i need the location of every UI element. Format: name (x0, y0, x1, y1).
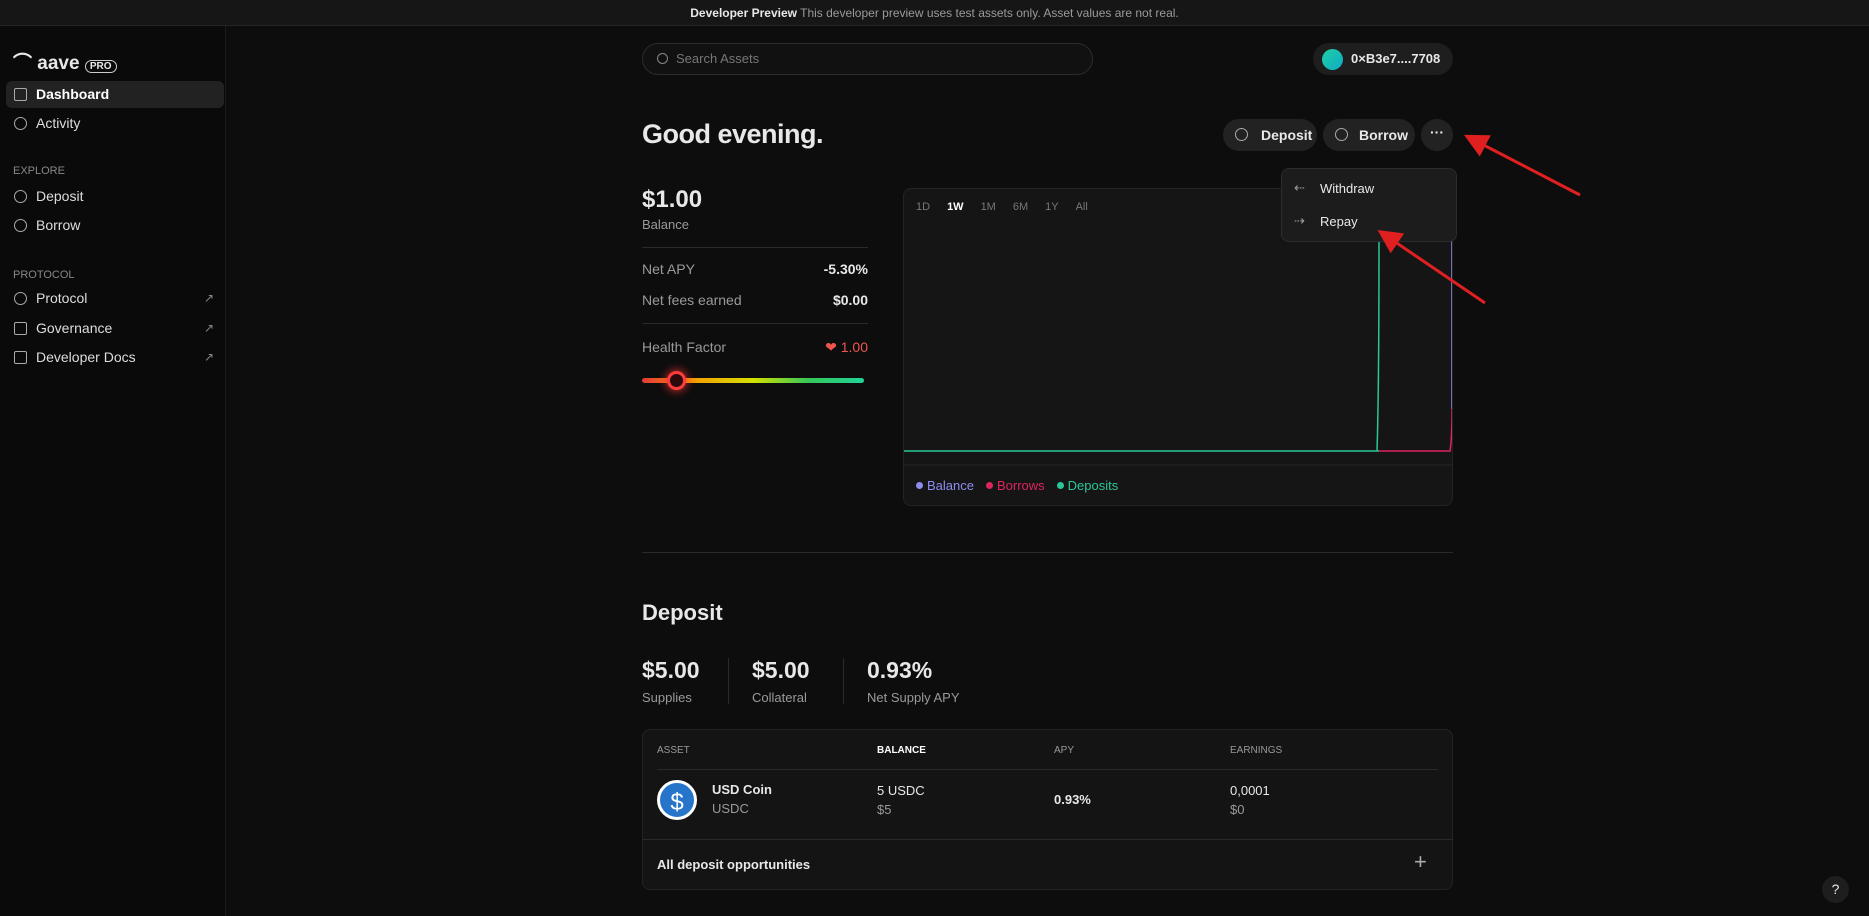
column-header[interactable]: BALANCE (877, 745, 926, 756)
sidebar: ⌒ aave PRO Dashboard Activity EXPLORE De… (0, 26, 226, 916)
cell: $0 (1230, 802, 1245, 817)
nav-item[interactable]: Dashboard (6, 81, 224, 108)
cell: 0,0001 (1230, 783, 1270, 798)
deposit-button[interactable]: Deposit (1223, 119, 1317, 151)
stat: $5.00 Collateral (752, 657, 810, 705)
nav-item[interactable]: Developer Docs ↗ (6, 344, 224, 371)
chart-legend: Balance Borrows Deposits (916, 478, 1130, 493)
dropdown-menu: Withdraw Repay ⇠ ⇢ (1281, 168, 1457, 242)
wallet-address: 0×B3e7....7708 (1351, 51, 1441, 66)
cell: 0.93% (1054, 792, 1091, 807)
timeframe[interactable]: All (1075, 201, 1088, 213)
nav-label: Activity (36, 115, 81, 131)
net-apy-row: Net APY -5.30% (642, 261, 868, 277)
asset-name: USD Coin (712, 782, 772, 797)
nav-label: Borrow (36, 217, 81, 233)
banner-title: Developer Preview (690, 6, 797, 20)
nav-item[interactable]: Activity (6, 110, 224, 137)
banner-text: This developer preview uses test assets … (800, 6, 1179, 20)
stat-value: $5.00 (642, 657, 700, 683)
stat: 0.93% Net Supply APY (867, 657, 960, 705)
legend-label: Balance (927, 478, 974, 493)
health-slider (642, 378, 864, 383)
asset-symbol: USDC (712, 801, 749, 816)
logo-badge: PRO (84, 60, 117, 73)
borrow-button[interactable]: Borrow (1323, 119, 1415, 151)
logo-text: aave (37, 53, 80, 74)
nav-label: Developer Docs (36, 349, 136, 365)
table-footer[interactable]: All deposit opportunities (657, 857, 811, 872)
health-knob (667, 371, 686, 390)
deposit-table: ASSET BALANCE APY EARNINGS $ USD Coin USDC … (642, 729, 1453, 890)
stat-divider (728, 658, 729, 704)
balance-label: Balance (642, 217, 689, 232)
label: Net APY (642, 261, 695, 277)
fees-row: Net fees earned $0.00 (642, 292, 868, 308)
cell: $5 (877, 802, 892, 817)
legend-label: Borrows (996, 478, 1045, 493)
expand-icon[interactable]: + (1414, 849, 1427, 874)
button-label: Deposit (1261, 127, 1313, 143)
section-heading: PROTOCOL (13, 269, 75, 281)
stat-label: Net Supply APY (867, 690, 960, 705)
timeframe[interactable]: 1Y (1045, 201, 1059, 213)
column-header[interactable]: EARNINGS (1230, 745, 1283, 756)
column-header[interactable]: ASSET (657, 745, 690, 756)
more-button[interactable]: ··· (1421, 119, 1453, 151)
timeframes: 1D 1W 1M 6M 1Y All (916, 201, 1105, 213)
health-row: Health Factor ❤ 1.00 (642, 339, 868, 355)
nav-label: Governance (36, 320, 113, 336)
stat: $5.00 Supplies (642, 657, 700, 705)
nav-label: Deposit (36, 188, 84, 204)
value: -5.30% (823, 261, 868, 277)
value: $0.00 (832, 292, 868, 308)
nav-item[interactable]: Deposit (6, 183, 224, 210)
timeframe[interactable]: 1D (916, 201, 931, 213)
label: Health Factor (642, 339, 727, 355)
help-button[interactable]: ? (1822, 876, 1849, 903)
button-label: Borrow (1359, 127, 1408, 143)
legend-dot (985, 482, 993, 489)
section-heading: EXPLORE (13, 165, 65, 177)
nav-item[interactable]: Governance ↗ (6, 315, 224, 342)
menu-item[interactable]: Withdraw (1320, 181, 1375, 196)
timeframe[interactable]: 6M (1012, 201, 1029, 213)
asset-icon: $ (657, 780, 697, 820)
search-placeholder: Search Assets (676, 51, 760, 66)
banner: Developer Preview This developer preview… (0, 0, 1869, 26)
annotation-arrows (1377, 134, 1581, 305)
stat-divider (843, 658, 844, 704)
balance-value: $1.00 (642, 186, 703, 213)
nav-label: Protocol (36, 290, 88, 306)
timeframe[interactable]: 1M (980, 201, 996, 213)
column-header[interactable]: APY (1054, 745, 1075, 756)
menu-item[interactable]: Repay (1320, 214, 1358, 229)
legend-dot (916, 482, 923, 489)
stat-label: Collateral (752, 690, 807, 705)
stat-label: Supplies (642, 690, 692, 705)
value: 1.00 (840, 339, 868, 355)
stat-value: 0.93% (867, 657, 933, 683)
timeframe[interactable]: 1W (947, 201, 964, 213)
chart-lines (904, 238, 1452, 466)
nav-label: Dashboard (36, 86, 110, 102)
search-box[interactable]: Search Assets (642, 43, 1093, 75)
wallet-button[interactable]: 0×B3e7....7708 (1313, 43, 1453, 75)
nav-item[interactable]: Borrow (6, 212, 224, 239)
legend-label: Deposits (1067, 478, 1119, 493)
legend-dot (1056, 482, 1064, 489)
nav-item[interactable]: Protocol ↗ (6, 285, 224, 312)
stat-value: $5.00 (752, 657, 810, 683)
logo: ⌒ aave PRO (13, 48, 117, 75)
cell: 5 USDC (877, 783, 925, 798)
greeting: Good evening. (642, 119, 824, 149)
label: Net fees earned (642, 292, 742, 308)
section-title: Deposit (642, 600, 723, 625)
